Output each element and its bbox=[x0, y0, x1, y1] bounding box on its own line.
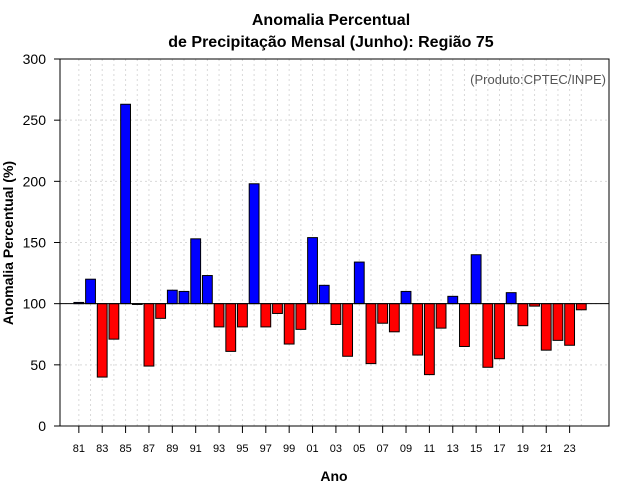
y-tick-label: 50 bbox=[30, 357, 46, 373]
x-tick-label: 09 bbox=[400, 443, 412, 455]
x-tick-label: 15 bbox=[470, 443, 482, 455]
y-tick-label: 100 bbox=[23, 296, 47, 312]
x-tick-label: 81 bbox=[73, 443, 85, 455]
bar-10 bbox=[412, 303, 424, 356]
bar-88 bbox=[155, 303, 167, 319]
x-tick-label: 87 bbox=[143, 443, 155, 455]
bar-82 bbox=[85, 278, 96, 305]
bar-13 bbox=[447, 295, 459, 305]
x-tick-label: 19 bbox=[517, 443, 529, 455]
bar-84 bbox=[108, 303, 120, 340]
y-axis: 0 50 100 150 200 250 300 bbox=[23, 51, 60, 434]
x-tick-label: 97 bbox=[260, 443, 272, 455]
bar-03 bbox=[330, 303, 342, 325]
bar-17 bbox=[494, 303, 505, 360]
grid bbox=[60, 59, 609, 426]
y-tick-label: 250 bbox=[23, 112, 47, 128]
bar-05 bbox=[353, 261, 365, 305]
bar-04 bbox=[342, 303, 354, 357]
x-tick-label: 23 bbox=[563, 443, 575, 455]
x-tick-label: 89 bbox=[166, 443, 178, 455]
bar-22 bbox=[552, 303, 564, 341]
x-tick-label: 01 bbox=[306, 443, 318, 455]
bar-19 bbox=[517, 303, 529, 327]
bar-93 bbox=[213, 303, 225, 328]
bar-00 bbox=[295, 303, 307, 330]
bar-85 bbox=[120, 103, 131, 305]
bar-16 bbox=[482, 303, 494, 368]
bar-89 bbox=[166, 289, 178, 305]
bar-12 bbox=[435, 303, 447, 329]
bar-18 bbox=[505, 292, 517, 305]
x-tick-label: 07 bbox=[377, 443, 389, 455]
bar-01 bbox=[307, 237, 318, 305]
bar-94 bbox=[225, 303, 237, 352]
bar-24 bbox=[575, 303, 587, 311]
bar-97 bbox=[260, 303, 272, 328]
x-tick-label: 21 bbox=[540, 443, 552, 455]
y-tick-label: 150 bbox=[23, 235, 47, 251]
x-axis-label: Ano bbox=[320, 468, 347, 484]
x-tick-label: 91 bbox=[190, 443, 202, 455]
bar-08 bbox=[388, 303, 400, 333]
bar-87 bbox=[143, 303, 155, 367]
x-axis: 81 83 85 87 89 91 93 95 97 99 01 03 05 07 09 11 13 15 17 19… bbox=[73, 426, 576, 455]
bar-95 bbox=[237, 303, 248, 328]
bar-14 bbox=[459, 303, 470, 347]
bar-06 bbox=[365, 303, 377, 365]
y-tick-label: 200 bbox=[23, 173, 47, 189]
bar-21 bbox=[540, 303, 552, 351]
x-tick-label: 93 bbox=[213, 443, 225, 455]
bar-98 bbox=[272, 303, 283, 314]
bar-02 bbox=[318, 284, 330, 305]
bar-09 bbox=[400, 290, 412, 305]
bar-90 bbox=[178, 290, 190, 305]
y-tick-label: 300 bbox=[23, 51, 47, 67]
x-tick-label: 99 bbox=[283, 443, 295, 455]
bar-23 bbox=[564, 303, 576, 346]
bar-15 bbox=[470, 254, 482, 305]
bars bbox=[73, 103, 587, 378]
x-tick-label: 05 bbox=[353, 443, 365, 455]
x-tick-label: 13 bbox=[447, 443, 459, 455]
bar-92 bbox=[201, 275, 213, 305]
chart-title-line2: de Precipitação Mensal (Junho): Região 7… bbox=[168, 34, 494, 51]
bar-83 bbox=[96, 303, 108, 378]
x-tick-label: 03 bbox=[330, 443, 342, 455]
x-tick-label: 17 bbox=[493, 443, 505, 455]
bar-96 bbox=[248, 183, 260, 305]
bar-11 bbox=[423, 303, 435, 376]
y-tick-label: 0 bbox=[38, 418, 46, 434]
x-tick-label: 11 bbox=[424, 443, 435, 455]
chart-title-line1: Anomalia Percentual bbox=[252, 12, 410, 29]
bar-91 bbox=[190, 238, 202, 305]
y-axis-label: Anomalia Percentual (%) bbox=[0, 161, 16, 325]
bar-07 bbox=[377, 303, 389, 324]
x-tick-label: 85 bbox=[119, 443, 131, 455]
x-tick-label: 83 bbox=[96, 443, 108, 455]
x-tick-label: 95 bbox=[236, 443, 248, 455]
credit-text: (Produto:CPTEC/INPE) bbox=[470, 72, 606, 87]
bar-99 bbox=[283, 303, 295, 345]
